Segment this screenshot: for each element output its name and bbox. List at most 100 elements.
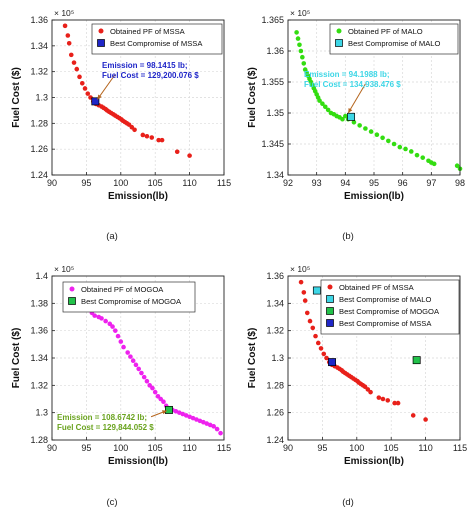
annotation-arrow bbox=[347, 83, 366, 114]
data-point bbox=[144, 133, 150, 139]
data-point bbox=[294, 30, 299, 35]
y-tick-label: 1.32 bbox=[266, 326, 284, 336]
data-point bbox=[408, 149, 414, 154]
data-point bbox=[139, 370, 144, 376]
data-point bbox=[307, 318, 313, 324]
data-point bbox=[110, 324, 115, 329]
data-point bbox=[304, 310, 310, 316]
data-point bbox=[320, 101, 325, 106]
y-tick-label: 1.36 bbox=[30, 15, 48, 25]
data-point bbox=[395, 400, 401, 406]
legend-label: Best Compromise of MOGOA bbox=[81, 297, 182, 306]
x-tick-label: 100 bbox=[113, 443, 128, 453]
y-tick-label: 1.365 bbox=[261, 15, 284, 25]
data-point bbox=[71, 60, 77, 65]
data-point bbox=[300, 54, 305, 60]
best-compromise-marker bbox=[328, 358, 336, 367]
data-point bbox=[310, 325, 316, 331]
y-exponent-label: × 10⁵ bbox=[54, 264, 74, 274]
legend-marker bbox=[326, 319, 334, 327]
y-tick-label: 1.28 bbox=[30, 435, 48, 445]
y-axis-label: Fuel Cost ($) bbox=[247, 328, 258, 389]
data-point bbox=[317, 98, 322, 103]
data-point bbox=[92, 313, 97, 318]
y-exponent-label: × 10⁵ bbox=[290, 264, 310, 274]
legend-marker bbox=[326, 307, 334, 315]
y-tick-label: 1.34 bbox=[30, 353, 48, 363]
best-compromise-marker bbox=[165, 405, 173, 414]
data-point bbox=[132, 127, 137, 133]
y-tick-label: 1.24 bbox=[266, 435, 284, 445]
y-exponent-label: × 10⁵ bbox=[290, 8, 310, 18]
data-point bbox=[380, 396, 386, 402]
data-point bbox=[357, 123, 362, 128]
data-point bbox=[197, 418, 203, 424]
best-compromise-marker bbox=[347, 112, 356, 121]
annotation-text: Fuel Cost = 134,938.476 $ bbox=[304, 80, 401, 89]
data-point bbox=[82, 86, 88, 91]
legend: Obtained PF of MSSA Best Compromise of MS… bbox=[91, 23, 223, 55]
chart-panel-3: 90 95 100 105 110 115 1.28 1.3 1.32 1.34 1.36 1.38 1… bbox=[11, 264, 231, 508]
y-tick-label: 1.32 bbox=[30, 67, 48, 77]
chart-panel-1: 90 95 100 105 110 115 1.24 1.26 1.28 1.3 1.32 1.34 1… bbox=[11, 8, 231, 242]
data-point bbox=[368, 389, 373, 395]
panel-caption: (c) bbox=[106, 497, 117, 508]
data-point bbox=[99, 316, 104, 321]
y-tick-label: 1.26 bbox=[266, 408, 284, 418]
annotation-arrow bbox=[97, 73, 116, 100]
x-axis-label: Emission(lb) bbox=[108, 456, 168, 467]
legend-marker bbox=[335, 39, 343, 47]
legend-marker bbox=[97, 39, 105, 47]
data-point bbox=[118, 339, 124, 344]
data-point bbox=[201, 419, 206, 425]
y-axis-label: Fuel Cost ($) bbox=[247, 67, 258, 128]
data-point bbox=[140, 132, 146, 138]
data-point bbox=[85, 91, 91, 96]
data-point bbox=[190, 415, 196, 421]
y-tick-label: 1.3 bbox=[271, 353, 284, 363]
x-tick-label: 115 bbox=[453, 443, 467, 453]
x-tick-label: 94 bbox=[340, 178, 350, 188]
x-tick-label: 100 bbox=[113, 178, 128, 188]
data-point bbox=[125, 350, 130, 355]
data-point bbox=[313, 333, 318, 339]
legend-box bbox=[320, 279, 460, 335]
data-point bbox=[392, 400, 397, 406]
legend-marker bbox=[327, 284, 333, 290]
data-point bbox=[302, 298, 308, 303]
data-point bbox=[74, 66, 80, 72]
annotation-arrowhead bbox=[161, 410, 167, 415]
legend-label: Obtained PF of MSSA bbox=[110, 27, 186, 36]
x-axis-label: Emission(lb) bbox=[108, 191, 168, 202]
x-tick-label: 95 bbox=[317, 443, 327, 453]
data-point bbox=[62, 23, 68, 29]
data-point bbox=[150, 385, 155, 391]
series-1 bbox=[312, 286, 321, 295]
y-exponent-label: × 10⁵ bbox=[54, 8, 74, 18]
y-tick-label: 1.24 bbox=[30, 170, 48, 180]
data-point bbox=[368, 129, 374, 134]
data-point bbox=[295, 36, 301, 41]
y-tick-label: 1.34 bbox=[30, 41, 48, 51]
data-point bbox=[298, 279, 304, 285]
x-tick-label: 96 bbox=[398, 178, 408, 188]
legend-label: Best Compromise of MOGOA bbox=[339, 307, 440, 316]
x-tick-label: 95 bbox=[369, 178, 379, 188]
y-tick-label: 1.3 bbox=[35, 93, 48, 103]
data-point bbox=[130, 358, 136, 364]
x-tick-label: 115 bbox=[217, 178, 231, 188]
data-point bbox=[410, 413, 416, 418]
data-point bbox=[152, 389, 158, 395]
data-point bbox=[159, 137, 165, 143]
annotation-text: Emission = 94.1988 lb; bbox=[304, 70, 390, 79]
data-point bbox=[351, 120, 357, 125]
data-point bbox=[322, 104, 328, 110]
series-2 bbox=[412, 356, 421, 365]
data-point bbox=[318, 346, 324, 351]
legend: Obtained PF of MALO Best Compromise of MA… bbox=[329, 23, 459, 55]
series-3 bbox=[328, 358, 336, 367]
data-point bbox=[144, 378, 150, 384]
data-point bbox=[214, 426, 220, 432]
legend-marker bbox=[68, 297, 76, 305]
legend-marker bbox=[69, 286, 75, 292]
